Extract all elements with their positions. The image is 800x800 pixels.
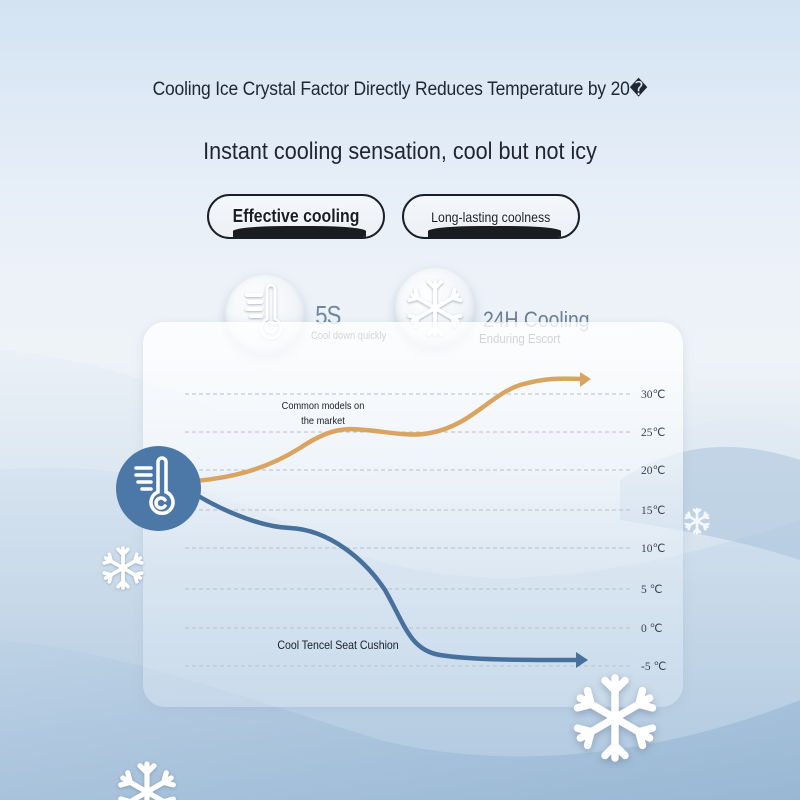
pill-label: Effective cooling <box>232 206 360 226</box>
y-tick-5: 5 ℃ <box>641 584 663 596</box>
snowflake-icon <box>407 280 463 336</box>
snowflake-icon <box>101 546 145 590</box>
common-models-label: Common models on the market <box>281 400 365 427</box>
headline: Cooling Ice Crystal Factor Directly Redu… <box>152 79 648 100</box>
y-tick-20: 20℃ <box>641 465 666 477</box>
snowflake-icon <box>112 757 182 800</box>
long-lasting-coolness-pill: Long-lasting coolness <box>402 194 580 239</box>
cool-tencel-curve <box>192 491 581 663</box>
pill-label: Long-lasting coolness <box>431 208 551 225</box>
y-tick-15: 15℃ <box>641 505 666 517</box>
y-tick-25: 25℃ <box>641 427 666 439</box>
thermometer-icon <box>134 456 175 515</box>
y-tick-minus5: -5 ℃ <box>641 661 667 673</box>
y-tick-10: 10℃ <box>641 543 666 555</box>
subheadline: Instant cooling sensation, cool but not … <box>203 138 597 165</box>
gridlines <box>185 393 632 667</box>
cool-arrowhead <box>576 652 588 668</box>
common-models-curve <box>192 376 585 484</box>
cool-tencel-label: Cool Tencel Seat Cushion <box>277 638 399 652</box>
effective-cooling-pill: Effective cooling <box>207 194 385 239</box>
snowflake-icon <box>683 507 711 535</box>
warm-arrowhead <box>580 372 591 387</box>
y-tick-0: 0 ℃ <box>641 623 663 635</box>
snowflake-icon <box>565 668 665 768</box>
y-tick-30: 30℃ <box>641 389 666 401</box>
thermometer-origin-badge <box>116 446 201 531</box>
